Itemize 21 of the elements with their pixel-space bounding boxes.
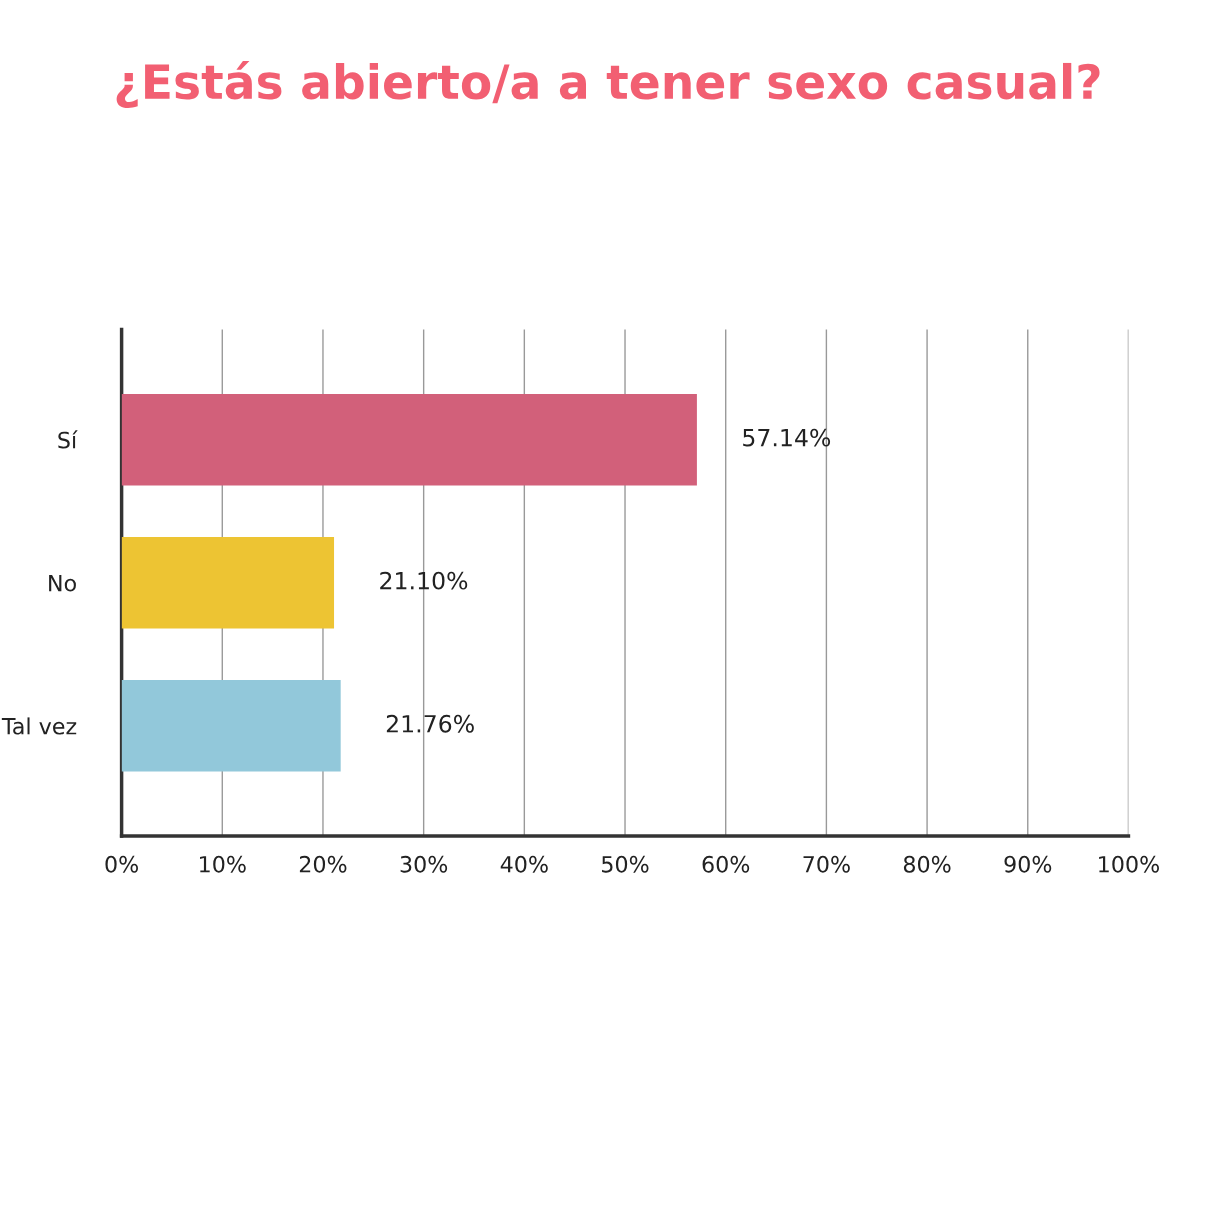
bar xyxy=(121,393,697,486)
x-tick-label: 30% xyxy=(400,855,448,873)
x-tick-label: 80% xyxy=(903,855,951,873)
x-tick-label: 90% xyxy=(1004,855,1052,873)
data-label: 21.10% xyxy=(380,571,468,590)
x-tick-label: 20% xyxy=(299,855,347,873)
x-tick-label: 100% xyxy=(1099,855,1159,873)
data-label: 21.76% xyxy=(386,714,474,733)
x-tick-label: 10% xyxy=(200,855,246,873)
y-tick-label: Sí xyxy=(58,430,78,449)
y-tick-label: No xyxy=(49,575,76,592)
chart-title: ¿Estás abierto/a a tener sexo casual? xyxy=(116,61,1100,109)
bar xyxy=(121,536,335,629)
x-tick-label: 60% xyxy=(702,855,750,873)
x-tick-label: 0% xyxy=(105,855,138,873)
x-tick-label: 50% xyxy=(602,855,649,873)
data-label: 57.14% xyxy=(743,428,831,447)
x-tick-label: 70% xyxy=(803,855,850,873)
y-tick-label: Tal vez xyxy=(1,717,77,735)
x-tick-label: 40% xyxy=(500,855,548,873)
bar xyxy=(121,680,341,772)
